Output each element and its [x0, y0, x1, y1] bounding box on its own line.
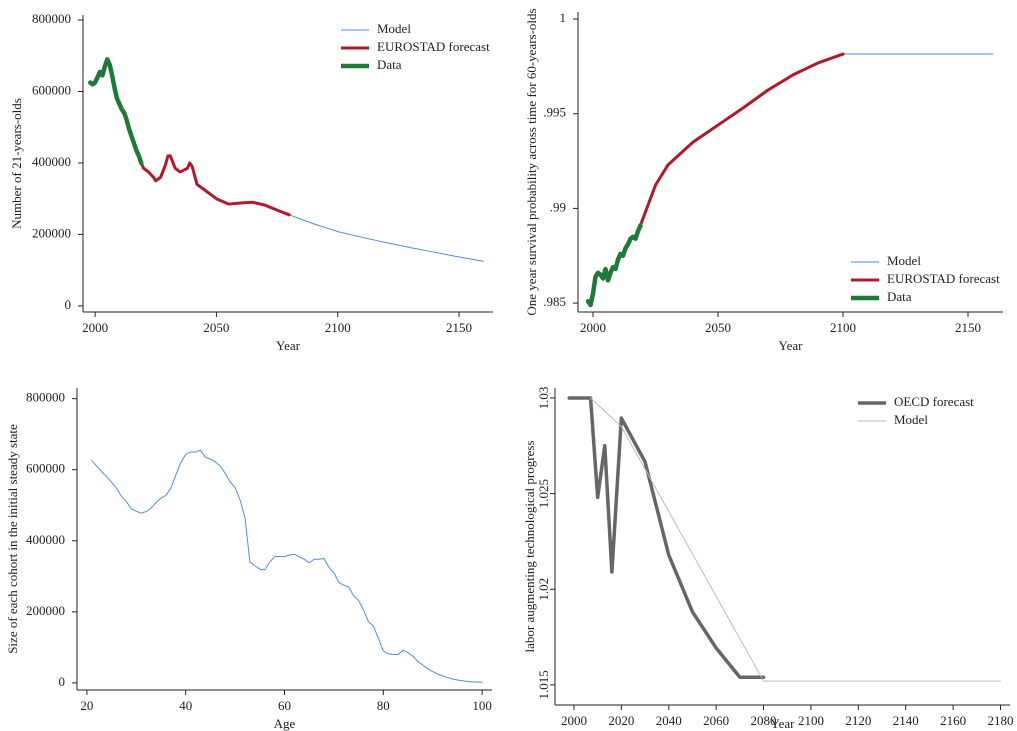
- y-tick-label: 600000: [26, 461, 65, 476]
- x-tick-label: 2150: [955, 320, 981, 335]
- y-tick-label: 1.02: [536, 578, 551, 601]
- x-tick-label: 2180: [988, 713, 1014, 728]
- legend-label: Data: [377, 57, 402, 72]
- x-tick-label: 2000: [580, 320, 606, 335]
- y-tick-label: .985: [543, 294, 566, 309]
- x-tick-label: 80: [377, 698, 390, 713]
- x-tick-label: 2050: [705, 320, 731, 335]
- series-line: [88, 57, 144, 166]
- legend-label: OECD forecast: [894, 394, 974, 409]
- x-tick-label: 2120: [845, 713, 871, 728]
- y-axis-label: Size of each cohort in the initial stead…: [5, 424, 20, 654]
- x-axis-label: Year: [276, 338, 301, 353]
- x-tick-label: 2000: [561, 713, 587, 728]
- panel: 2000 2020 2040 2060 2080 2100 2120 2140 2160 2180…: [522, 387, 1014, 731]
- x-tick-label: 2140: [893, 713, 919, 728]
- x-tick-label: 2020: [608, 713, 634, 728]
- x-tick-label: 2100: [830, 320, 856, 335]
- legend-label: EUROSTAD forecast: [377, 39, 490, 54]
- panel: 20 40 60 80 100 0 200000 400000 600000 800000 Age S…: [5, 388, 492, 731]
- y-tick-label: 1.025: [536, 479, 551, 508]
- y-axis-label: One year survival probability across tim…: [524, 8, 539, 315]
- y-tick-label: 800000: [32, 11, 71, 26]
- x-axis-label: Year: [779, 338, 804, 353]
- legend-label: Model: [377, 21, 411, 36]
- y-tick-label: .995: [543, 105, 566, 120]
- x-tick-label: 2080: [751, 713, 777, 728]
- series-line: [567, 396, 766, 680]
- x-tick-label: 20: [80, 698, 93, 713]
- y-tick-label: 600000: [32, 82, 71, 97]
- y-tick-label: 0: [59, 674, 66, 689]
- x-tick-label: 2150: [446, 320, 472, 335]
- y-axis-label: labor augmenting technological progress: [522, 441, 537, 653]
- legend-label: Model: [887, 253, 921, 268]
- legend-label: Data: [887, 289, 912, 304]
- x-tick-label: 2100: [798, 713, 824, 728]
- y-tick-label: 1.015: [536, 670, 551, 699]
- y-tick-label: .99: [550, 199, 566, 214]
- y-axis-label: Number of 21-years-olds: [9, 98, 24, 229]
- legend-label: EUROSTAD forecast: [887, 271, 1000, 286]
- x-tick-label: 40: [179, 698, 192, 713]
- y-tick-label: 1: [560, 10, 567, 25]
- panel: 2000 2050 2100 2150 .985 .99 .995 1 Year One year…: [524, 8, 1003, 353]
- series-line: [639, 52, 845, 227]
- y-tick-label: 0: [65, 297, 72, 312]
- series-line: [139, 154, 291, 217]
- series-line: [590, 397, 1002, 682]
- y-tick-label: 200000: [32, 225, 71, 240]
- x-axis-label: Year: [771, 716, 796, 731]
- x-tick-label: 2050: [203, 320, 229, 335]
- y-tick-label: 1.03: [536, 387, 551, 410]
- x-tick-label: 60: [278, 698, 291, 713]
- series-line: [91, 449, 483, 683]
- y-tick-label: 200000: [26, 603, 65, 618]
- x-tick-label: 2000: [82, 320, 108, 335]
- panel: 2000 2050 2100 2150 0 200000 400000 600000 80000…: [9, 11, 493, 353]
- series-line: [585, 223, 643, 308]
- x-tick-label: 100: [472, 698, 492, 713]
- x-tick-label: 2040: [656, 713, 682, 728]
- x-axis-label: Age: [274, 716, 296, 731]
- y-tick-label: 800000: [26, 390, 65, 405]
- y-tick-label: 400000: [32, 154, 71, 169]
- x-tick-label: 2100: [325, 320, 351, 335]
- y-tick-label: 400000: [26, 532, 65, 547]
- x-tick-label: 2060: [703, 713, 729, 728]
- legend-label: Model: [894, 412, 928, 427]
- series-line: [288, 214, 484, 262]
- x-tick-label: 2160: [940, 713, 966, 728]
